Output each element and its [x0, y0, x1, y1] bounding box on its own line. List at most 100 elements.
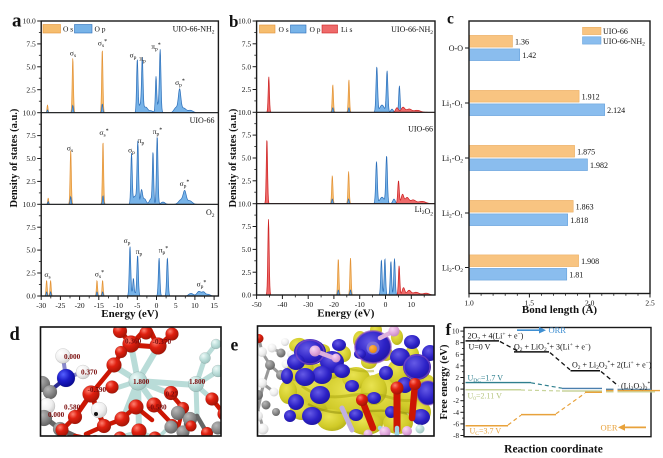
svg-text:10: 10 — [452, 328, 460, 336]
svg-text:-50: -50 — [252, 300, 262, 309]
svg-text:1.0: 1.0 — [464, 299, 474, 308]
svg-text:σp: σp — [128, 146, 135, 157]
svg-text:UIO-66-NH2: UIO-66-NH2 — [603, 37, 645, 48]
svg-text:πp*: πp* — [151, 42, 161, 53]
svg-text:Bond length (Å): Bond length (Å) — [522, 304, 598, 316]
svg-text:-0.370: -0.370 — [153, 338, 172, 346]
svg-text:10.0: 10.0 — [23, 200, 36, 209]
svg-text:Free energy (eV): Free energy (eV) — [439, 344, 450, 420]
svg-text:Energy (eV): Energy (eV) — [101, 308, 158, 320]
svg-text:5.0: 5.0 — [242, 245, 252, 254]
svg-text:c: c — [447, 11, 454, 28]
svg-text:O p: O p — [95, 25, 106, 34]
svg-text:-8: -8 — [453, 432, 459, 440]
svg-text:UIO-66: UIO-66 — [408, 125, 433, 134]
svg-text:-2: -2 — [453, 397, 459, 405]
svg-text:O2​ + Li2​O2​*​+ 2(Li+​ + e−​): O2​ + Li2​O2​*​+ 2(Li+​ + e−​) — [572, 360, 652, 371]
svg-text:-0.580: -0.580 — [148, 404, 167, 412]
svg-text:-40: -40 — [277, 300, 287, 309]
svg-text:Reaction coordinate: Reaction coordinate — [504, 444, 603, 456]
svg-text:σp: σp — [124, 236, 131, 247]
svg-text:2.5: 2.5 — [26, 85, 36, 94]
svg-text:-5: -5 — [134, 301, 140, 310]
svg-text:Li2​-O1​: Li2​-O1​ — [442, 209, 463, 220]
svg-text:O s: O s — [63, 25, 73, 34]
svg-text:d: d — [10, 325, 21, 345]
svg-text:5.0: 5.0 — [242, 154, 252, 163]
svg-text:Density of states (a.u.): Density of states (a.u.) — [228, 108, 239, 207]
svg-text:7.5: 7.5 — [242, 39, 252, 48]
svg-text:U=0 V: U=0 V — [469, 342, 491, 351]
svg-text:Li1​-O1​: Li1​-O1​ — [442, 99, 463, 110]
svg-text:-6: -6 — [453, 420, 459, 428]
svg-text:f: f — [446, 320, 452, 339]
svg-text:1.908: 1.908 — [581, 257, 599, 266]
svg-text:0.0: 0.0 — [26, 292, 36, 301]
svg-text:5.0: 5.0 — [26, 154, 36, 163]
svg-text:(Li2​O2​)2​*​: (Li2​O2​)2​*​ — [621, 381, 650, 392]
svg-text:πp*: πp* — [153, 127, 163, 138]
svg-text:7.5: 7.5 — [242, 131, 252, 140]
svg-text:0.0: 0.0 — [242, 291, 252, 300]
svg-text:O2: O2 — [206, 208, 215, 219]
svg-text:Li s: Li s — [341, 25, 353, 34]
svg-text:1.81: 1.81 — [569, 271, 583, 280]
svg-text:1.875: 1.875 — [577, 148, 595, 157]
svg-text:10.0: 10.0 — [23, 17, 36, 26]
svg-text:1.982: 1.982 — [590, 161, 608, 170]
svg-text:0.000: 0.000 — [48, 411, 65, 419]
svg-text:O p: O p — [310, 25, 321, 34]
svg-text:σp*: σp* — [180, 179, 190, 190]
svg-text:6: 6 — [456, 351, 460, 359]
svg-text:0: 0 — [384, 300, 388, 309]
svg-text:-30: -30 — [303, 300, 313, 309]
svg-text:-15: -15 — [94, 301, 104, 310]
svg-text:0: 0 — [155, 301, 159, 310]
svg-text:2.5: 2.5 — [242, 85, 252, 94]
svg-text:-20: -20 — [75, 301, 85, 310]
svg-text:σs: σs — [70, 49, 76, 60]
svg-text:σs: σs — [67, 144, 73, 155]
svg-text:1.36: 1.36 — [515, 38, 529, 47]
svg-text:b: b — [229, 12, 238, 31]
svg-text:ORR: ORR — [549, 325, 567, 335]
svg-text:0.000: 0.000 — [64, 353, 81, 361]
svg-text:σs: σs — [44, 270, 50, 281]
svg-text:πp: πp — [138, 136, 145, 147]
svg-text:1.912: 1.912 — [582, 93, 600, 102]
svg-text:1.800: 1.800 — [189, 378, 206, 386]
svg-text:Li1​-O2​: Li1​-O2​ — [442, 154, 463, 165]
svg-text:Density of states (a.u.): Density of states (a.u.) — [9, 108, 20, 207]
svg-text:0.370: 0.370 — [81, 369, 98, 377]
svg-text:7.5: 7.5 — [26, 131, 36, 140]
svg-text:OER: OER — [601, 422, 618, 432]
svg-text:1.5: 1.5 — [525, 299, 535, 308]
svg-text:a: a — [12, 11, 22, 32]
svg-text:UC​=3.7 V: UC​=3.7 V — [470, 426, 502, 437]
svg-text:Energy (eV): Energy (eV) — [317, 308, 374, 320]
svg-text:-10: -10 — [113, 301, 123, 310]
svg-text:πp: πp — [139, 54, 146, 65]
svg-text:5.0: 5.0 — [26, 62, 36, 71]
svg-text:8: 8 — [456, 339, 460, 347]
svg-text:10: 10 — [408, 300, 416, 309]
svg-text:15: 15 — [210, 301, 218, 310]
svg-text:O-O: O-O — [449, 44, 463, 53]
svg-text:2.5: 2.5 — [242, 268, 252, 277]
svg-text:Li2​-O2​: Li2​-O2​ — [442, 263, 463, 274]
svg-text:1.818: 1.818 — [570, 216, 588, 225]
svg-text:σp*: σp* — [197, 280, 207, 291]
svg-text:2.124: 2.124 — [607, 106, 625, 115]
svg-text:U0​=2.11 V: U0​=2.11 V — [468, 391, 503, 402]
svg-text:2.0: 2.0 — [585, 299, 595, 308]
svg-text:10.0: 10.0 — [238, 199, 251, 208]
svg-text:UIO-66: UIO-66 — [190, 116, 215, 125]
svg-text:1.42: 1.42 — [522, 51, 536, 60]
svg-text:-25: -25 — [55, 301, 65, 310]
svg-text:O2​ + LiO2​*​+ 3(Li+​ + e−​): O2​ + LiO2​*​+ 3(Li+​ + e−​) — [514, 342, 591, 353]
svg-text:0: 0 — [456, 386, 460, 394]
svg-text:σs*: σs* — [98, 39, 107, 50]
svg-text:-4: -4 — [453, 409, 459, 417]
svg-text:1.800: 1.800 — [133, 378, 150, 386]
svg-text:σp*: σp* — [175, 78, 185, 89]
